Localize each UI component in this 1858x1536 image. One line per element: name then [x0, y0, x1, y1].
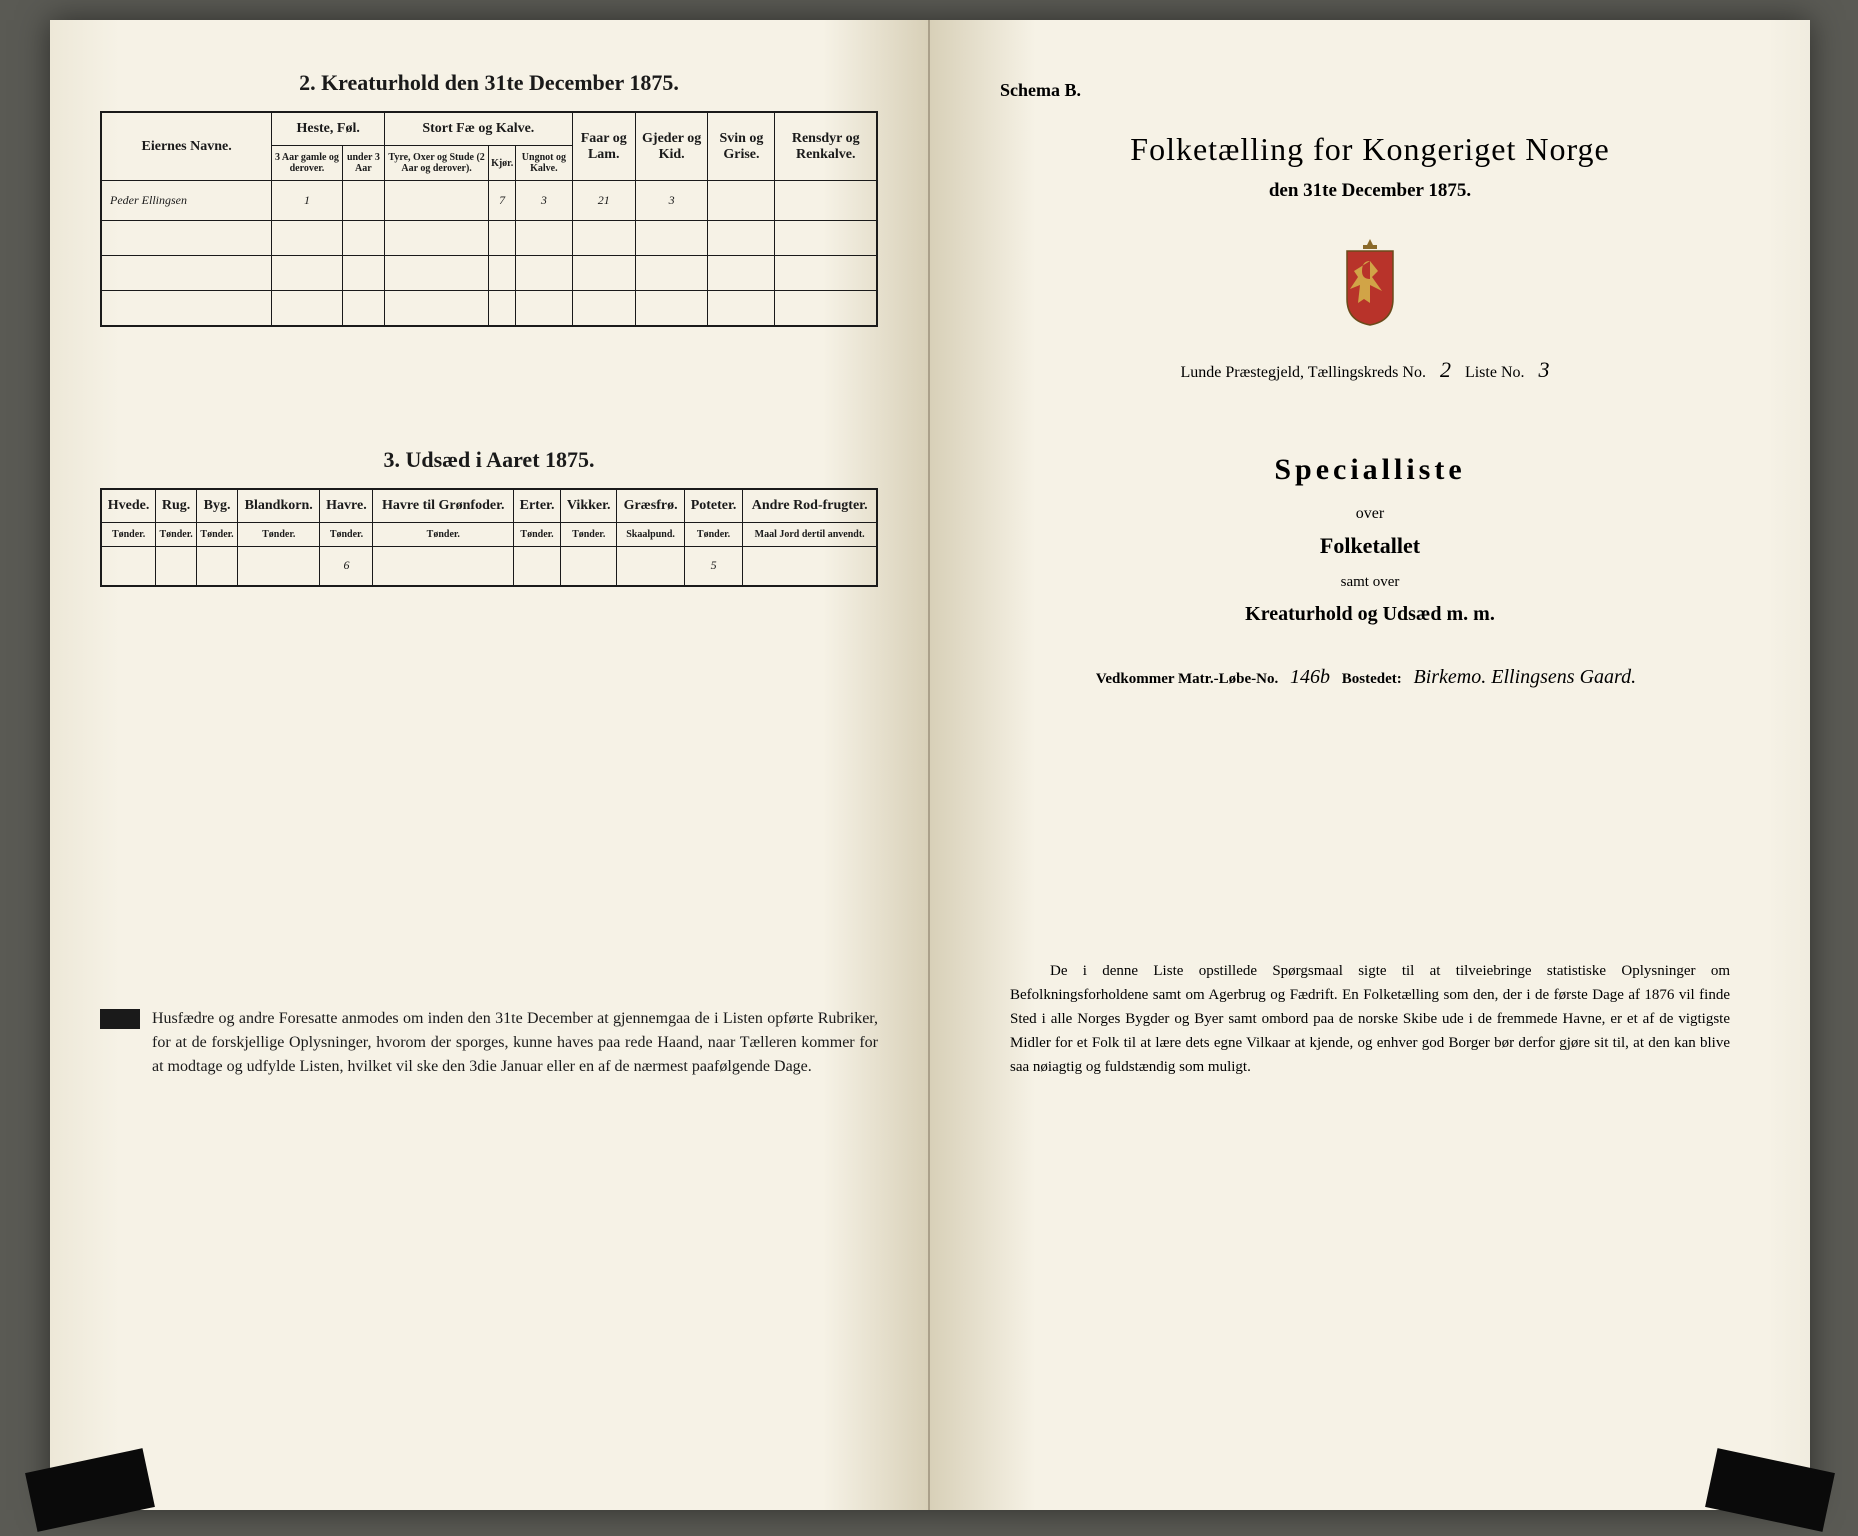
table-row: 6 5: [101, 546, 877, 586]
kreds-no: 2: [1430, 357, 1461, 382]
unit-poteter: Tønder.: [684, 522, 743, 546]
cell-andre: [743, 546, 877, 586]
matr-label1: Vedkommer Matr.-Løbe-No.: [1096, 671, 1278, 687]
pointing-hand-icon: [100, 1009, 140, 1029]
unit-byg: Tønder.: [197, 522, 238, 546]
cell-vikker: [561, 546, 617, 586]
matr-label2: Bostedet:: [1342, 671, 1402, 687]
col-blandkorn: Blandkorn.: [238, 489, 320, 523]
unit-graesfro: Skaalpund.: [617, 522, 684, 546]
bosted: Birkemo. Ellingsens Gaard.: [1406, 666, 1645, 688]
matr-no: 146b: [1282, 666, 1338, 688]
cell-faar: 21: [572, 181, 635, 221]
unit-blandkorn: Tønder.: [238, 522, 320, 546]
table3-title: 3. Udsæd i Aaret 1875.: [100, 447, 878, 473]
folketallet-label: Folketallet: [980, 533, 1760, 559]
col-vikker: Vikker.: [561, 489, 617, 523]
unit-erter: Tønder.: [514, 522, 561, 546]
unit-havre: Tønder.: [320, 522, 373, 546]
cell-svin: [708, 181, 775, 221]
matr-line: Vedkommer Matr.-Løbe-No. 146b Bostedet: …: [980, 666, 1760, 689]
table2-title: 2. Kreaturhold den 31te December 1875.: [100, 70, 878, 96]
udsaed-table: Hvede. Rug. Byg. Blandkorn. Havre. Havre…: [100, 488, 878, 588]
unit-hvede: Tønder.: [101, 522, 156, 546]
col-stort-kjor: Kjør.: [489, 146, 516, 181]
cell-erter: [514, 546, 561, 586]
cell-havregron: [373, 546, 514, 586]
cell-blandkorn: [238, 546, 320, 586]
col-graesfro: Græsfrø.: [617, 489, 684, 523]
col-svin: Svin og Grise.: [708, 112, 775, 181]
col-faar: Faar og Lam.: [572, 112, 635, 181]
cell-gjeder: 3: [635, 181, 707, 221]
liste-no: 3: [1529, 357, 1560, 382]
cell-hesteU3: [342, 181, 384, 221]
col-heste-under3: under 3 Aar: [342, 146, 384, 181]
col-stort-tyre: Tyre, Oxer og Stude (2 Aar og derover).: [385, 146, 489, 181]
cell-tyre: [385, 181, 489, 221]
cell-heste3: 1: [272, 181, 342, 221]
table-row: Peder Ellingsen 1 7 3 21 3: [101, 181, 877, 221]
col-poteter: Poteter.: [684, 489, 743, 523]
col-havre: Havre.: [320, 489, 373, 523]
table-row: [101, 291, 877, 326]
col-stort-group: Stort Fæ og Kalve.: [385, 112, 572, 146]
right-page: Schema B. Folketælling for Kongeriget No…: [930, 20, 1810, 1510]
col-havregron: Havre til Grønfoder.: [373, 489, 514, 523]
corner-shadow: [25, 1448, 155, 1532]
corner-shadow: [1705, 1448, 1835, 1532]
col-gjeder: Gjeder og Kid.: [635, 112, 707, 181]
kreaturhold-table: Eiernes Navne. Heste, Føl. Stort Fæ og K…: [100, 111, 878, 327]
main-title: Folketælling for Kongeriget Norge: [980, 131, 1760, 168]
over-label: over: [980, 505, 1760, 523]
cell-eier: Peder Ellingsen: [101, 181, 272, 221]
parish-label: Lunde Præstegjeld, Tællingskreds No.: [1180, 364, 1425, 381]
cell-poteter: 5: [684, 546, 743, 586]
unit-andre: Maal Jord dertil anvendt.: [743, 522, 877, 546]
sub-date: den 31te December 1875.: [980, 180, 1760, 202]
cell-hvede: [101, 546, 156, 586]
footnote-text: Husfædre og andre Foresatte anmodes om i…: [152, 1007, 878, 1079]
unit-vikker: Tønder.: [561, 522, 617, 546]
liste-label: Liste No.: [1465, 364, 1525, 381]
cell-ungnot: 3: [516, 181, 572, 221]
col-rensdyr: Rensdyr og Renkalve.: [775, 112, 877, 181]
right-footnote: De i denne Liste opstillede Spørgsmaal s…: [980, 959, 1760, 1079]
cell-rug: [156, 546, 197, 586]
col-heste-3aar: 3 Aar gamle og derover.: [272, 146, 342, 181]
kreatur-label: Kreaturhold og Udsæd m. m.: [980, 603, 1760, 626]
col-heste-group: Heste, Føl.: [272, 112, 385, 146]
location-line: Lunde Præstegjeld, Tællingskreds No. 2 L…: [980, 357, 1760, 383]
cell-havre: 6: [320, 546, 373, 586]
col-rug: Rug.: [156, 489, 197, 523]
samt-label: samt over: [980, 574, 1760, 591]
unit-rug: Tønder.: [156, 522, 197, 546]
document-spread: 2. Kreaturhold den 31te December 1875. E…: [50, 20, 1810, 1510]
cell-graesfro: [617, 546, 684, 586]
cell-byg: [197, 546, 238, 586]
coat-of-arms-icon: [1335, 237, 1405, 327]
specialliste-title: Specialliste: [980, 453, 1760, 487]
col-hvede: Hvede.: [101, 489, 156, 523]
col-erter: Erter.: [514, 489, 561, 523]
col-andre: Andre Rod-frugter.: [743, 489, 877, 523]
col-eier: Eiernes Navne.: [101, 112, 272, 181]
cell-kjor: 7: [489, 181, 516, 221]
col-byg: Byg.: [197, 489, 238, 523]
col-stort-ungnot: Ungnot og Kalve.: [516, 146, 572, 181]
cell-rensdyr: [775, 181, 877, 221]
table-row: [101, 221, 877, 256]
left-footnote: Husfædre og andre Foresatte anmodes om i…: [100, 1007, 878, 1079]
schema-label: Schema B.: [1000, 80, 1760, 101]
table-row: [101, 256, 877, 291]
unit-havregron: Tønder.: [373, 522, 514, 546]
left-page: 2. Kreaturhold den 31te December 1875. E…: [50, 20, 930, 1510]
